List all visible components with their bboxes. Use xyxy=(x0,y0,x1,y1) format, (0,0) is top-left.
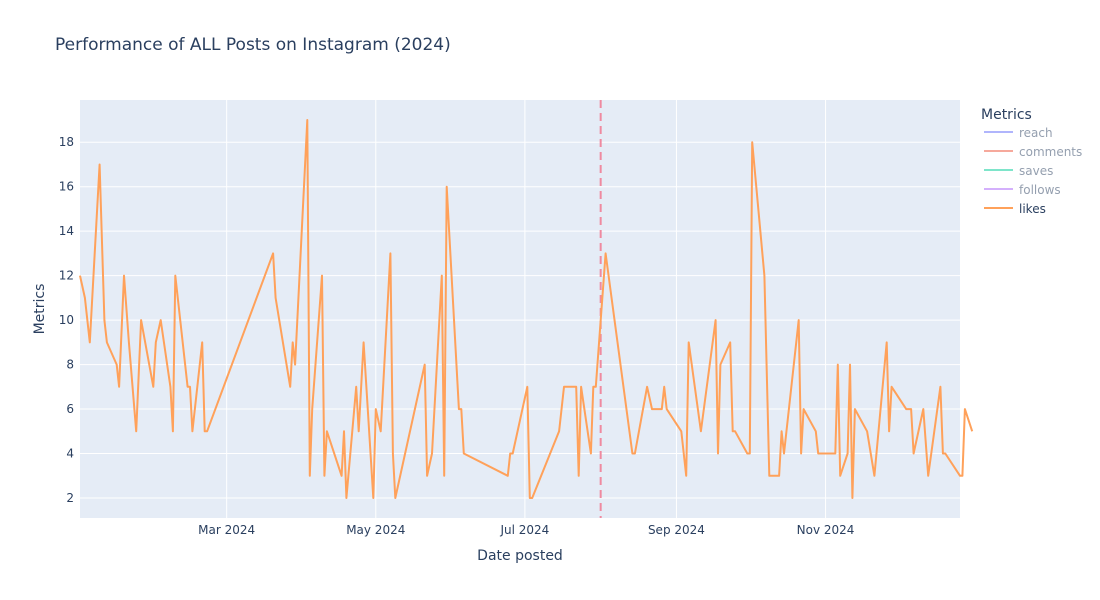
x-tick-label: Sep 2024 xyxy=(648,523,705,537)
y-tick-label: 2 xyxy=(66,491,74,505)
y-tick-label: 10 xyxy=(59,313,74,327)
legend-item-saves: saves xyxy=(984,164,1053,178)
y-tick-label: 8 xyxy=(66,358,74,372)
legend: Metrics reach comments saves follows likes xyxy=(981,107,1082,216)
y-tick-label: 14 xyxy=(59,224,74,238)
legend-label: follows xyxy=(1019,183,1061,197)
plot-area xyxy=(80,100,960,518)
x-axis-ticks: Mar 2024 May 2024 Jul 2024 Sep 2024 Nov 2024 xyxy=(198,523,854,537)
legend-label: comments xyxy=(1019,145,1082,159)
legend-item-comments: comments xyxy=(984,145,1082,159)
legend-item-follows: follows xyxy=(984,183,1061,197)
legend-label: likes xyxy=(1019,202,1046,216)
x-axis-title: Date posted xyxy=(477,548,563,564)
legend-title: Metrics xyxy=(981,107,1032,123)
legend-item-likes: likes xyxy=(984,202,1046,216)
y-tick-label: 16 xyxy=(59,180,74,194)
legend-label: reach xyxy=(1019,126,1053,140)
series-line-likes xyxy=(79,119,974,499)
y-axis-title: Metrics xyxy=(32,284,48,335)
x-tick-label: Mar 2024 xyxy=(198,523,255,537)
legend-item-reach: reach xyxy=(984,126,1053,140)
grid-lines xyxy=(80,100,960,518)
y-tick-label: 18 xyxy=(59,135,74,149)
y-tick-label: 12 xyxy=(59,269,74,283)
y-tick-label: 4 xyxy=(66,447,74,461)
x-tick-label: May 2024 xyxy=(346,523,405,537)
x-tick-label: Jul 2024 xyxy=(499,523,549,537)
chart-title: Performance of ALL Posts on Instagram (2… xyxy=(55,35,451,55)
y-tick-label: 6 xyxy=(66,402,74,416)
data-layer xyxy=(79,119,974,499)
x-tick-label: Nov 2024 xyxy=(797,523,855,537)
y-axis-ticks: 2 4 6 8 10 12 14 16 18 xyxy=(59,135,74,505)
legend-label: saves xyxy=(1019,164,1053,178)
